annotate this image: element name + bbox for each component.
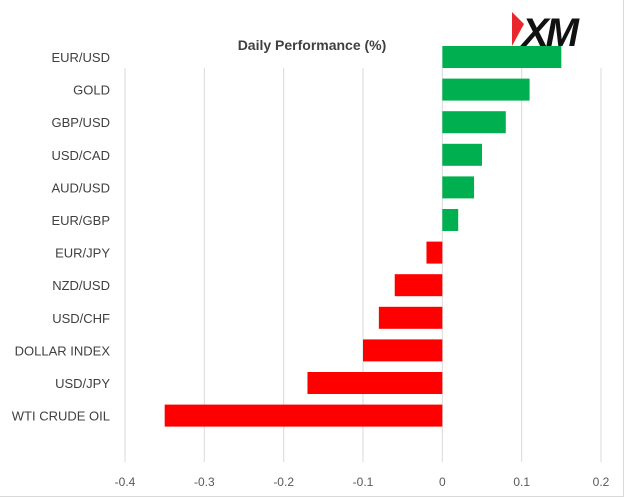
bar — [442, 143, 482, 166]
category-label: EUR/USD — [51, 50, 110, 65]
x-tick-label: -0.4 — [115, 475, 136, 489]
x-tick-label: -0.3 — [194, 475, 215, 489]
category-label: AUD/USD — [51, 180, 110, 195]
category-label: EUR/JPY — [55, 246, 110, 261]
category-label: WTI CRUDE OIL — [12, 409, 110, 424]
bar — [394, 274, 443, 297]
category-label: USD/JPY — [55, 376, 110, 391]
category-label: DOLLAR INDEX — [15, 343, 111, 358]
bar — [426, 241, 443, 264]
bar — [363, 339, 443, 362]
category-label: USD/CAD — [51, 148, 110, 163]
category-label: USD/CHF — [52, 311, 110, 326]
bar — [442, 46, 562, 68]
category-label: GBP/USD — [51, 115, 110, 130]
category-label: GOLD — [73, 83, 110, 98]
category-label: NZD/USD — [52, 278, 110, 293]
bar — [164, 404, 443, 427]
x-tick-label: 0 — [439, 475, 446, 489]
bar — [442, 78, 530, 101]
bar — [442, 111, 506, 134]
bar — [442, 176, 475, 199]
x-tick-label: 0.2 — [593, 475, 610, 489]
x-tick-label: -0.1 — [353, 475, 374, 489]
bar — [378, 306, 443, 329]
category-label: EUR/GBP — [51, 213, 110, 228]
x-tick-label: 0.1 — [513, 475, 530, 489]
chart-title: Daily Performance (%) — [238, 37, 387, 53]
bar — [307, 372, 443, 394]
logo-red-triangle — [512, 12, 524, 46]
bar — [442, 209, 459, 231]
x-tick-label: -0.2 — [273, 475, 294, 489]
